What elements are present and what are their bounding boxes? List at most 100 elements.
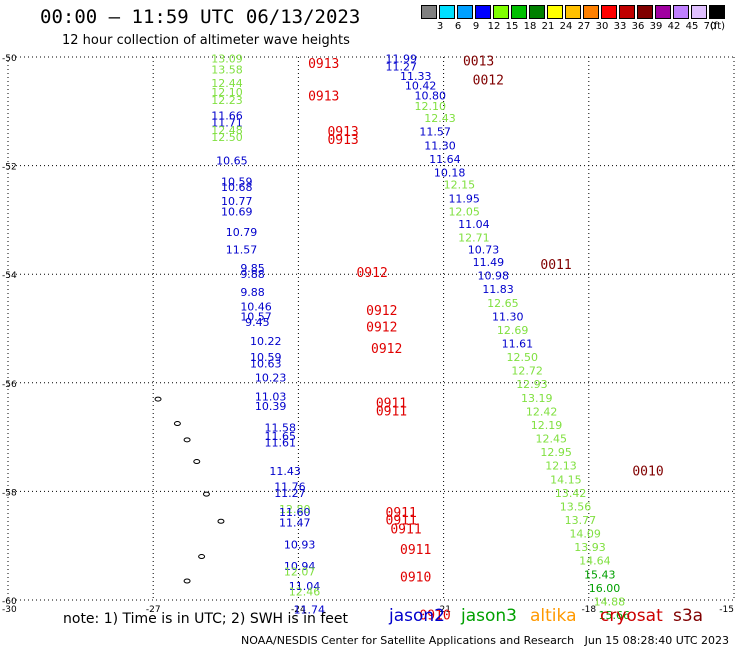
wave-height-value: 10.39 [255,400,287,413]
satellite-altika: altika [530,606,577,626]
island-outline [217,518,225,524]
wave-height-value: 12.71 [458,232,490,245]
x-tick-label: -15 [719,605,734,615]
legend-swatch [529,5,545,19]
wave-height-value: 13.56 [560,500,592,513]
pass-time-label: 0910 [400,570,431,585]
wave-height-value: 12.65 [487,297,519,310]
wave-height-value: 10.63 [250,358,282,371]
page-title: 00:00 – 11:59 UTC 06/13/2023 [40,6,361,28]
x-tick-label: -18 [581,605,596,615]
island-outline [198,554,206,560]
satellite-cryosat: cryosat [600,606,663,626]
y-tick-label: -54 [2,271,17,281]
wave-height-value: 11.30 [424,139,456,152]
legend-label: 21 [541,21,555,32]
wave-height-value: 12.43 [424,112,456,125]
legend-swatch [601,5,617,19]
wave-height-value: 12.45 [536,433,568,446]
wave-height-value: 11.33 [400,70,432,83]
wave-height-value: 11.43 [269,465,301,478]
legend-label: 24 [559,21,573,32]
wave-height-value: 12.44 [211,77,243,90]
wave-height-value: 9.88 [240,286,265,299]
pass-time-label: 0912 [356,266,387,281]
island-outline [202,491,210,497]
pass-time-label: 0911 [386,513,417,528]
wave-height-value: 12.50 [211,131,243,144]
pass-time-label: 0913 [308,90,339,105]
wave-height-value: 10.69 [221,206,253,219]
wave-height-value: 9.85 [240,262,265,275]
legend-swatch [547,5,563,19]
wave-height-value: 12.10 [211,86,243,99]
legend-label: 30 [595,21,609,32]
wave-height-value: 13.42 [555,487,587,500]
legend-swatch [565,5,581,19]
legend-swatch [619,5,635,19]
wave-height-value: 10.68 [221,181,253,194]
wave-height-value: 11.74 [294,604,326,617]
pass-time-label: 0910 [419,608,450,623]
wave-height-value: 10.98 [477,270,509,283]
wave-height-value: 11.60 [279,506,311,519]
wave-height-value: 11.04 [289,580,321,593]
wave-height-value: 12.72 [511,365,543,378]
wave-height-value: 13.93 [574,541,606,554]
wave-height-value: 12.05 [448,206,480,219]
wave-height-value: 13.77 [565,514,597,527]
legend-label: 42 [667,21,681,32]
legend-swatch [673,5,689,19]
wave-height-value: 12.48 [211,124,243,137]
wave-height-value: 9.45 [245,316,270,329]
pass-time-label: 0912 [366,304,397,319]
wave-height-value: 11.61 [502,338,534,351]
x-tick-label: -24 [291,605,306,615]
wave-height-value: 10.23 [255,372,287,385]
satellite-jason3: jason3 [461,606,517,626]
wave-height-value: 11.83 [482,283,514,296]
wave-height-value: 14.09 [569,528,601,541]
pass-time-label: 0913 [327,125,358,140]
pass-time-label: 0913 [327,133,358,148]
wave-height-value: 15.66 [598,609,630,622]
wave-height-value: 13.19 [521,392,553,405]
pass-time-label: 0011 [540,258,571,273]
credit-line: NOAA/NESDIS Center for Satellite Applica… [241,634,730,647]
wave-height-value: 12.10 [415,100,447,113]
y-tick-label: -50 [2,54,17,64]
y-tick-label: -58 [2,488,17,498]
wave-height-value: 12.50 [507,351,539,364]
wave-height-value: 12.23 [211,94,243,107]
wave-height-value: 11.58 [265,422,297,435]
legend-label: 45 [685,21,699,32]
legend-label: 27 [577,21,591,32]
wave-height-value: 11.57 [419,126,451,139]
wave-height-value: 11.27 [274,487,306,500]
wave-height-value: 12.93 [516,378,548,391]
wave-height-value: 11.04 [458,218,490,231]
wave-height-value: 11.30 [492,310,524,323]
legend-label: 18 [523,21,537,32]
pass-time-label: 0911 [376,405,407,420]
wave-height-value: 12.42 [526,405,558,418]
pass-time-label: 0911 [400,543,431,558]
wave-height-value: 11.95 [448,193,480,206]
wave-height-value: 10.46 [240,301,272,314]
wave-height-value: 10.79 [226,226,257,239]
wave-height-value: 10.80 [415,89,447,102]
pass-time-label: 0912 [371,342,402,357]
wave-height-value: 11.64 [429,153,461,166]
legend-label: 12 [487,21,501,32]
island-outline [193,459,201,465]
wave-height-value: 12.80 [279,503,311,516]
x-tick-label: -27 [146,605,161,615]
wave-height-value: 11.27 [386,61,418,74]
wave-height-value: 15.43 [584,568,616,581]
wave-height-value: 10.65 [216,155,248,168]
wave-height-value: 14.15 [550,473,582,486]
wave-height-value: 12.15 [444,178,476,191]
pass-time-label: 0012 [473,73,504,88]
wave-height-value: 10.93 [284,538,316,551]
wave-height-value: 13.09 [211,52,243,65]
